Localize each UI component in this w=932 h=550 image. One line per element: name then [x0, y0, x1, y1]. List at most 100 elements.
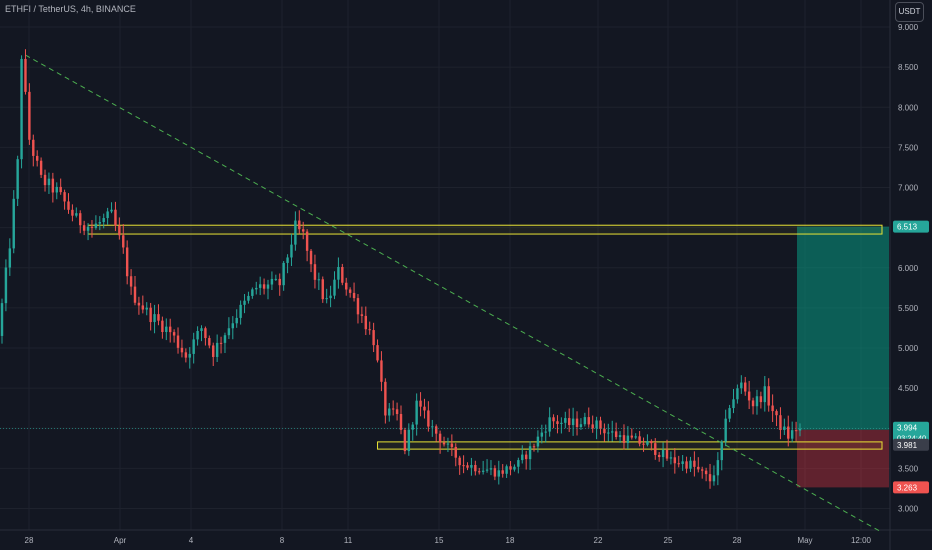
- candle-body: [51, 178, 55, 193]
- candle-body: [470, 464, 473, 468]
- price-label-stop-text: 3.263: [897, 483, 918, 492]
- candle-body: [55, 186, 58, 193]
- candle-body: [71, 209, 74, 216]
- price-label-entry: [893, 438, 929, 451]
- candle-body: [759, 396, 763, 403]
- candle-body: [180, 347, 184, 353]
- candle-body: [262, 284, 266, 289]
- stop-zone: [797, 429, 889, 488]
- candle-body: [493, 468, 497, 477]
- candle-body: [298, 220, 301, 230]
- y-tick-label: 7.500: [898, 143, 919, 152]
- candle-body: [395, 409, 399, 415]
- candle-body: [86, 226, 90, 231]
- candle-body: [165, 326, 168, 332]
- candle-body: [368, 329, 371, 331]
- candle-body: [587, 417, 590, 425]
- candle-body: [39, 160, 43, 175]
- candle-body: [360, 314, 364, 316]
- candle-body: [258, 284, 262, 288]
- candle-body: [176, 335, 180, 348]
- candle-body: [286, 257, 289, 263]
- candle-body: [102, 218, 105, 223]
- y-tick-label: 3.000: [898, 505, 919, 514]
- candle-body: [16, 159, 19, 199]
- candle-body: [20, 58, 23, 160]
- candle-body: [266, 284, 270, 289]
- price-label-target-text: 6.513: [897, 223, 918, 232]
- candle-body: [665, 449, 669, 459]
- candle-body: [337, 266, 340, 280]
- y-tick-label: 8.000: [898, 103, 919, 112]
- candle-body: [122, 235, 125, 248]
- candle-body: [110, 209, 113, 212]
- candle-body: [544, 431, 547, 433]
- candle-body: [82, 225, 86, 231]
- candle-body: [517, 460, 520, 467]
- candle-body: [376, 345, 379, 361]
- candle-body: [317, 279, 321, 281]
- candle-body: [24, 58, 27, 92]
- candle-body: [321, 279, 324, 300]
- candle-body: [192, 339, 195, 354]
- candle-body: [208, 338, 211, 346]
- candle-body: [634, 436, 637, 438]
- candle-body: [521, 454, 524, 461]
- candle-body: [188, 353, 191, 358]
- candle-body: [583, 417, 587, 425]
- candle-body: [763, 386, 767, 403]
- zone-box: [87, 224, 883, 235]
- candle-body: [669, 457, 673, 459]
- y-tick-label: 8.500: [898, 63, 919, 72]
- candle-body: [552, 417, 555, 422]
- candle-body: [747, 391, 751, 401]
- candle-body: [32, 139, 35, 156]
- candle-body: [708, 474, 712, 482]
- candle-body: [118, 225, 121, 236]
- candle-body: [329, 295, 332, 299]
- candle-body: [415, 400, 418, 425]
- candle-body: [540, 432, 544, 437]
- candle-body: [348, 289, 352, 293]
- candle-body: [63, 192, 66, 202]
- candle-body: [79, 213, 82, 226]
- candle-body: [141, 305, 145, 310]
- candle-body: [751, 400, 755, 407]
- candle-body: [728, 408, 731, 419]
- candle-body: [364, 315, 368, 330]
- y-tick-label: 6.000: [898, 264, 919, 273]
- candle-body: [305, 231, 309, 251]
- candle-body: [462, 465, 465, 467]
- x-tick-label: 18: [506, 536, 515, 545]
- currency-button[interactable]: USDT: [895, 2, 924, 22]
- candle-body: [466, 465, 469, 468]
- candle-body: [434, 426, 438, 434]
- candle-body: [724, 418, 727, 442]
- x-tick-label: 15: [435, 536, 444, 545]
- candle-body: [497, 470, 501, 477]
- candle-body: [255, 287, 258, 290]
- candle-body: [571, 418, 575, 426]
- candle-body: [685, 461, 688, 469]
- candle-body: [591, 424, 594, 429]
- y-tick-label: 5.000: [898, 344, 919, 353]
- trendline: [25, 54, 881, 532]
- candle-body: [341, 266, 344, 283]
- candle-body: [333, 279, 336, 296]
- zone-box: [377, 441, 883, 450]
- candle-body: [693, 460, 696, 467]
- candle-body: [618, 435, 622, 438]
- candle-body: [301, 229, 305, 232]
- candle-body: [133, 286, 137, 303]
- candle-body: [196, 330, 199, 340]
- candle-body: [536, 436, 540, 447]
- candle-body: [129, 276, 133, 287]
- candle-body: [438, 433, 442, 443]
- candle-body: [157, 314, 160, 321]
- candle-body: [67, 201, 70, 210]
- candle-body: [509, 466, 512, 470]
- candle-body: [595, 420, 598, 429]
- candle-body: [755, 396, 759, 407]
- candle-body: [677, 463, 680, 465]
